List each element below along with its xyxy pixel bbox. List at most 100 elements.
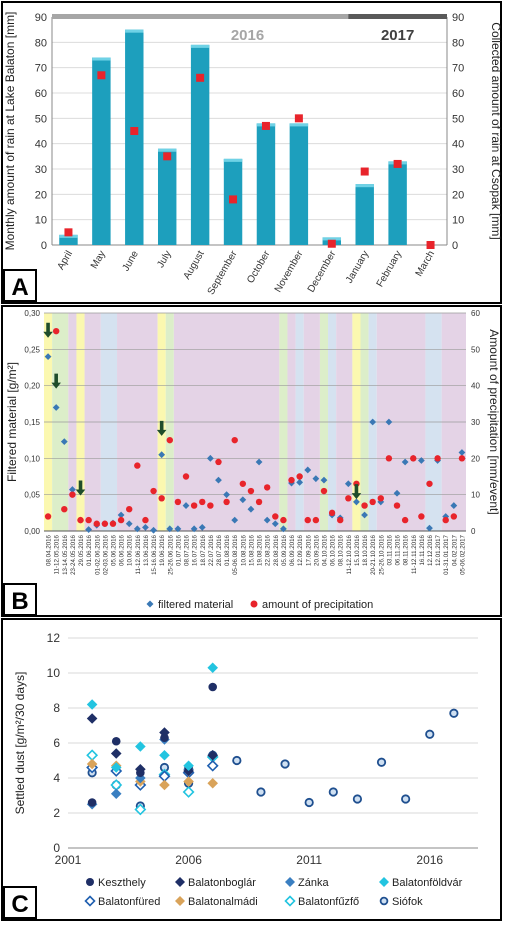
arrow-marker — [51, 373, 61, 389]
bar-top-highlight — [355, 184, 374, 188]
precipitation-point — [418, 513, 425, 520]
point-balatonbogl-r — [207, 749, 219, 761]
filtered-material-point — [458, 449, 466, 456]
filtered-material-point — [133, 525, 141, 533]
filtered-material-point — [247, 505, 255, 513]
y2-tick-label: 30 — [471, 418, 480, 427]
precipitation-point — [117, 516, 125, 524]
year-bar-2017 — [348, 14, 447, 19]
precipitation-point — [458, 455, 466, 462]
point-balatonf-ldv-r — [110, 762, 122, 773]
filtered-material-point — [69, 486, 76, 493]
y-tick-label: 0,20 — [24, 382, 40, 391]
point-balatonbogl-r — [86, 713, 98, 724]
filtered-material-point — [44, 353, 52, 360]
filtered-material-point — [401, 458, 409, 466]
y-axis-title: Settled dust [g/m²/30 days] — [13, 672, 27, 815]
point-si-fok — [376, 757, 387, 767]
precipitation-point — [190, 502, 198, 509]
x-tick-label: 2006 — [175, 853, 202, 867]
y-tick-label: 60 — [35, 88, 47, 100]
precipitation-point — [434, 455, 441, 462]
panel-c-letter: C — [11, 891, 28, 918]
precipitation-point — [52, 327, 60, 335]
precipitation-point — [450, 513, 458, 520]
filtered-material-point — [239, 496, 247, 504]
marker-april — [64, 228, 73, 237]
panel-a-letter: A — [11, 274, 28, 301]
precipitation-point — [158, 495, 165, 502]
y2-tick-label: 50 — [452, 113, 464, 125]
point-balatonf-ldv-r — [159, 749, 170, 761]
point-balatonf-ldv-r — [207, 662, 219, 674]
point-balatonalm-di — [183, 776, 194, 787]
filtered-material-point — [198, 523, 206, 531]
y-tick-label: 70 — [35, 63, 47, 75]
y-tick-label: 0,05 — [24, 491, 40, 500]
filtered-material-point — [361, 511, 368, 519]
x-tick-label: 10.06.2016 — [127, 534, 134, 566]
precipitation-point — [126, 506, 133, 513]
precipitation-point — [426, 480, 433, 487]
bar-january — [355, 184, 374, 245]
y2-axis-title: Amount of precipitation [mm/event] — [487, 329, 501, 514]
marker-november — [294, 114, 303, 123]
precipitation-point — [239, 480, 247, 487]
legend-label-balatonf-zf-: Balatonfűzfő — [298, 896, 359, 908]
point-si-fok — [352, 794, 363, 804]
y2-tick-label: 10 — [452, 215, 464, 227]
y-tick-label: 12 — [47, 631, 61, 645]
filtered-material-point — [206, 454, 214, 462]
filtered-material-point — [271, 520, 279, 528]
y-tick-label: 6 — [53, 736, 60, 750]
bar-top-highlight — [59, 234, 78, 238]
bar-november — [289, 123, 309, 245]
precipitation-point — [77, 516, 84, 524]
panel-b-letter: B — [11, 588, 28, 615]
y-tick-label: 0,15 — [24, 418, 40, 427]
y2-tick-label: 20 — [452, 189, 464, 201]
precipitation-point — [93, 520, 100, 527]
filtered-material-point — [190, 525, 198, 533]
precipitation-point — [174, 498, 182, 506]
chart-a: 0 0 10 10 20 20 30 30 40 40 50 50 60 60 70 70 80 80 90 90 20… — [3, 12, 503, 297]
marker-february — [393, 159, 402, 168]
y2-tick-label: 50 — [471, 345, 480, 354]
precipitation-point — [385, 455, 393, 462]
marker-march — [426, 241, 435, 249]
x-tick-label: 15.10.2016 — [354, 534, 361, 566]
y2-tick-label: 40 — [471, 382, 480, 391]
panel-c-letter-box — [3, 886, 37, 919]
arrow-marker — [75, 480, 86, 496]
legend-precipitation-marker — [250, 600, 258, 608]
bar-august — [190, 44, 210, 245]
filtered-material-point — [215, 476, 222, 484]
y2-tick-label: 90 — [452, 12, 464, 24]
x-tick-label: 01.06.2016 — [86, 534, 93, 566]
chart-c: 0 2 4 6 8 10 12 2001 2006 2011 2016 Settled dust [g… — [13, 631, 478, 908]
marker-july — [163, 152, 172, 161]
precipitation-point — [69, 491, 76, 498]
point-si-fok — [280, 759, 290, 769]
filtered-material-point — [393, 489, 401, 497]
bar-top-highlight — [322, 237, 342, 241]
precipitation-point — [150, 487, 157, 495]
x-tick-label: 20-21.10.2016 — [370, 534, 377, 574]
point-balatonf-ldv-r — [86, 699, 98, 710]
precipitation-point — [280, 516, 287, 524]
y-tick-label: 2 — [53, 806, 60, 820]
year-label-2016: 2016 — [231, 27, 264, 44]
x-tick-label: 01-02.06.2016 — [94, 534, 101, 574]
point-balatonf-zf- — [182, 786, 195, 798]
bar-top-highlight — [157, 148, 177, 152]
x-tick-label: 12.12.2016 — [427, 534, 434, 566]
filtered-material-point — [85, 526, 93, 533]
x-tick-label: 29.05.2016 — [78, 534, 85, 566]
x-tick-label: 03.11.2016 — [386, 534, 393, 565]
y2-tick-label: 0 — [471, 527, 476, 536]
point-si-fok — [304, 797, 314, 808]
y-tick-label: 0,30 — [24, 309, 40, 318]
y2-tick-label: 60 — [452, 88, 464, 100]
panel-a-letter-box — [3, 269, 37, 302]
precipitation-point — [263, 484, 271, 491]
